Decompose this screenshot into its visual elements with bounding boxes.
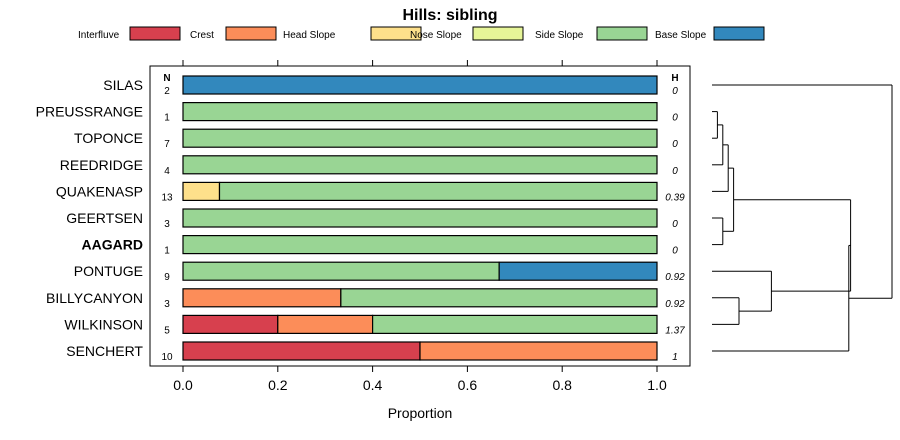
chart-title: Hills: sibling bbox=[402, 7, 497, 24]
row-label: QUAKENASP bbox=[56, 183, 143, 199]
bar-segment bbox=[372, 314, 658, 334]
row-n-value: 2 bbox=[164, 86, 170, 97]
bar-segment bbox=[182, 261, 500, 281]
row-n-value: 5 bbox=[164, 325, 170, 336]
bar-segment bbox=[182, 341, 421, 361]
x-tick-label: 1.0 bbox=[647, 377, 667, 393]
bar-segment bbox=[182, 128, 658, 148]
bar-segment bbox=[182, 101, 658, 122]
legend-label: Nose Slope bbox=[410, 30, 462, 41]
row-n-value: 3 bbox=[164, 219, 170, 230]
row-h-value: 0.39 bbox=[665, 192, 685, 203]
bar-segment bbox=[182, 288, 342, 308]
row-h-value: 0 bbox=[672, 219, 678, 230]
x-axis-title: Proportion bbox=[388, 405, 453, 421]
row-label: AAGARD bbox=[82, 237, 143, 253]
dendrogram bbox=[712, 84, 893, 352]
row-h-value: 0.92 bbox=[665, 272, 685, 283]
legend-swatch bbox=[472, 26, 524, 41]
row-label: SILAS bbox=[103, 77, 143, 93]
row-label: GEERTSEN bbox=[66, 210, 143, 226]
bar-segment bbox=[277, 314, 374, 334]
legend-swatch bbox=[596, 26, 648, 41]
h-column-header: H bbox=[671, 73, 678, 84]
row-n-value: 10 bbox=[161, 352, 173, 363]
x-tick-label: 0.2 bbox=[268, 377, 288, 393]
bar-segment bbox=[498, 261, 658, 281]
x-tick-label: 0.0 bbox=[173, 377, 193, 393]
legend-label: Base Slope bbox=[655, 30, 707, 41]
bar-segment bbox=[182, 75, 658, 95]
bar-segment bbox=[182, 208, 658, 228]
row-label: PONTUGE bbox=[74, 263, 143, 279]
n-column-header: N bbox=[163, 73, 170, 84]
row-h-value: 0 bbox=[672, 246, 678, 257]
legend-label: Interfluve bbox=[78, 30, 120, 41]
bar-segment bbox=[182, 181, 221, 201]
row-h-value: 0 bbox=[672, 86, 678, 97]
legend-swatch bbox=[713, 26, 765, 41]
legend-label: Crest bbox=[190, 30, 214, 41]
legend-label: Side Slope bbox=[535, 30, 584, 41]
legend: Interfluve Crest Head Slope Nose Slope Side … bbox=[78, 26, 765, 41]
row-h-value: 0 bbox=[672, 113, 678, 124]
row-h-value: 0 bbox=[672, 166, 678, 177]
legend-swatch bbox=[225, 26, 277, 41]
row-n-value: 7 bbox=[164, 139, 170, 150]
bar-segment bbox=[340, 288, 658, 308]
row-n-value: 13 bbox=[161, 192, 173, 203]
plot-frame bbox=[149, 65, 691, 367]
row-label: WILKINSON bbox=[64, 316, 143, 332]
bar-segment bbox=[182, 235, 658, 255]
row-label: PREUSSRANGE bbox=[36, 104, 143, 120]
row-n-value: 4 bbox=[164, 166, 170, 177]
row-label: BILLYCANYON bbox=[46, 290, 143, 306]
bar-segment bbox=[419, 341, 658, 361]
bar-segment bbox=[182, 314, 279, 334]
row-n-value: 9 bbox=[164, 272, 170, 283]
row-label: REEDRIDGE bbox=[60, 157, 143, 173]
row-h-value: 0.92 bbox=[665, 299, 685, 310]
row-h-value: 1 bbox=[672, 352, 678, 363]
legend-swatch bbox=[370, 26, 422, 41]
row-n-value: 1 bbox=[164, 113, 170, 124]
row-h-value: 0 bbox=[672, 139, 678, 150]
row-n-value: 1 bbox=[164, 246, 170, 257]
bar-segment bbox=[182, 155, 658, 175]
row-h-value: 1.37 bbox=[665, 325, 685, 336]
row-label: TOPONCE bbox=[74, 130, 143, 146]
x-tick-label: 0.4 bbox=[363, 377, 383, 393]
x-tick-label: 0.6 bbox=[458, 377, 478, 393]
row-label: SENCHERT bbox=[66, 343, 143, 359]
bar-segment bbox=[218, 181, 658, 201]
row-n-value: 3 bbox=[164, 299, 170, 310]
legend-label: Head Slope bbox=[283, 30, 336, 41]
legend-swatch bbox=[129, 26, 181, 41]
x-tick-label: 0.8 bbox=[552, 377, 572, 393]
